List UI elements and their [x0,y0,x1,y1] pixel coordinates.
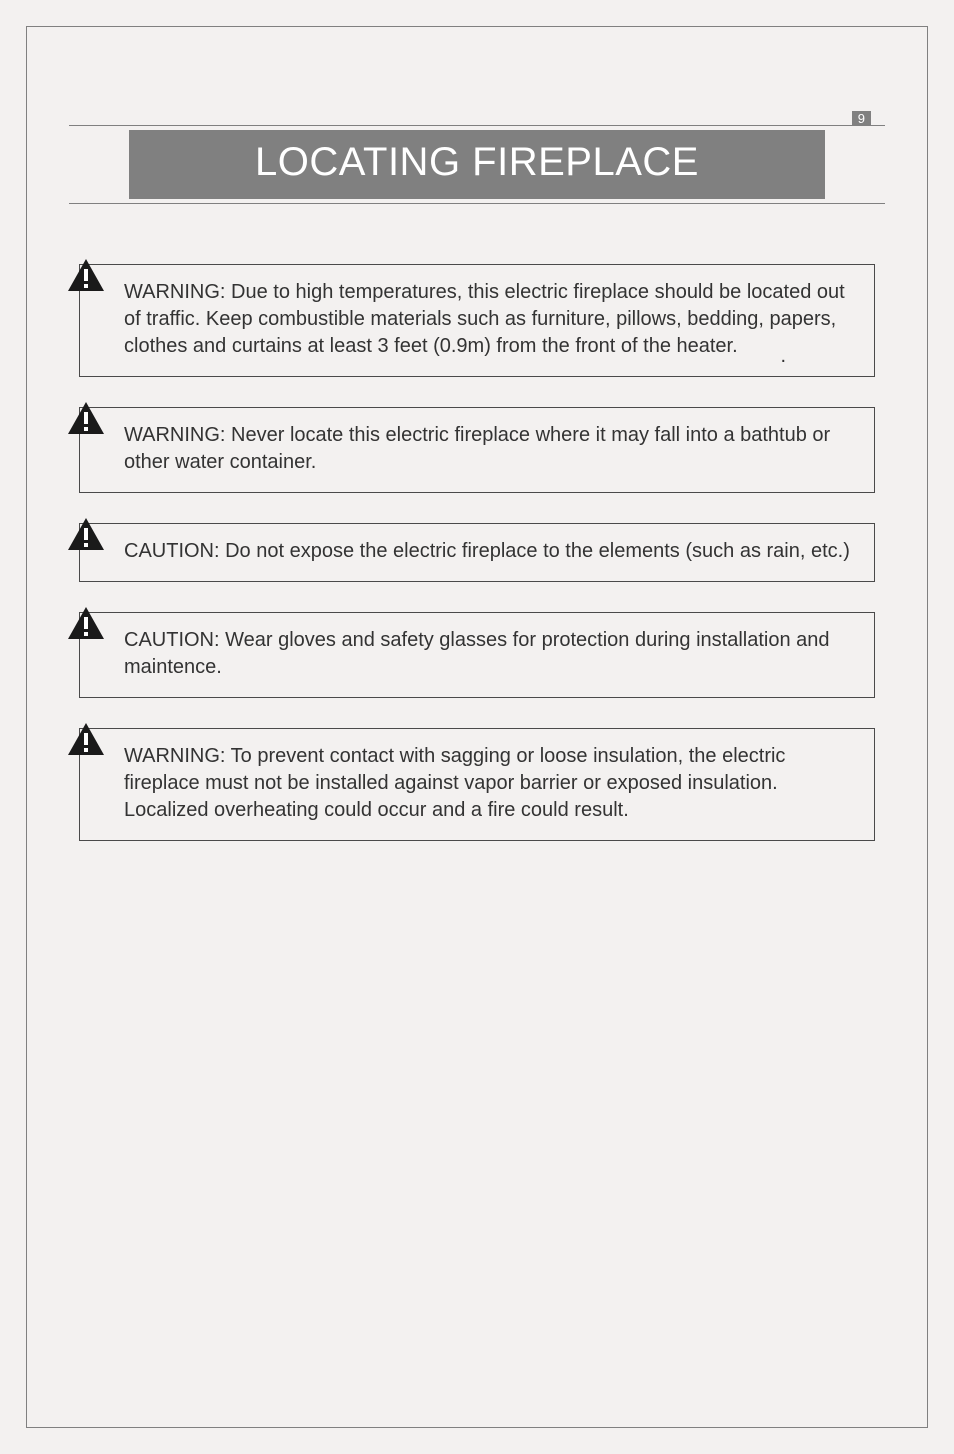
warning-icon [66,721,106,757]
page-inner: 9 LOCATING FIREPLACE WARNING: Due to hig… [26,26,928,1428]
warning-icon [66,400,106,436]
content-area: WARNING: Due to high temperatures, this … [69,264,885,841]
header-rule-top [69,125,885,126]
warning-icon [66,257,106,293]
warning-text: WARNING: Due to high temperatures, this … [124,281,845,357]
warning-text: CAUTION: Wear gloves and safety glasses … [124,629,830,678]
warning-text: WARNING: Never locate this electric fire… [124,424,830,473]
section-title: LOCATING FIREPLACE [129,130,825,199]
warning-box: WARNING: Due to high temperatures, this … [79,264,875,377]
warning-icon [66,605,106,641]
warning-box: WARNING: Never locate this electric fire… [79,407,875,493]
warning-box: CAUTION: Wear gloves and safety glasses … [79,612,875,698]
warning-text: WARNING: To prevent contact with sagging… [124,745,785,821]
warning-box: CAUTION: Do not expose the electric fire… [79,523,875,582]
warning-box: WARNING: To prevent contact with sagging… [79,728,875,841]
warning-text: CAUTION: Do not expose the electric fire… [124,540,850,562]
page: 9 LOCATING FIREPLACE WARNING: Due to hig… [0,0,954,1454]
header-rule-bottom [69,203,885,204]
stray-period: . [780,343,786,370]
page-number: 9 [852,111,871,126]
warning-icon [66,516,106,552]
